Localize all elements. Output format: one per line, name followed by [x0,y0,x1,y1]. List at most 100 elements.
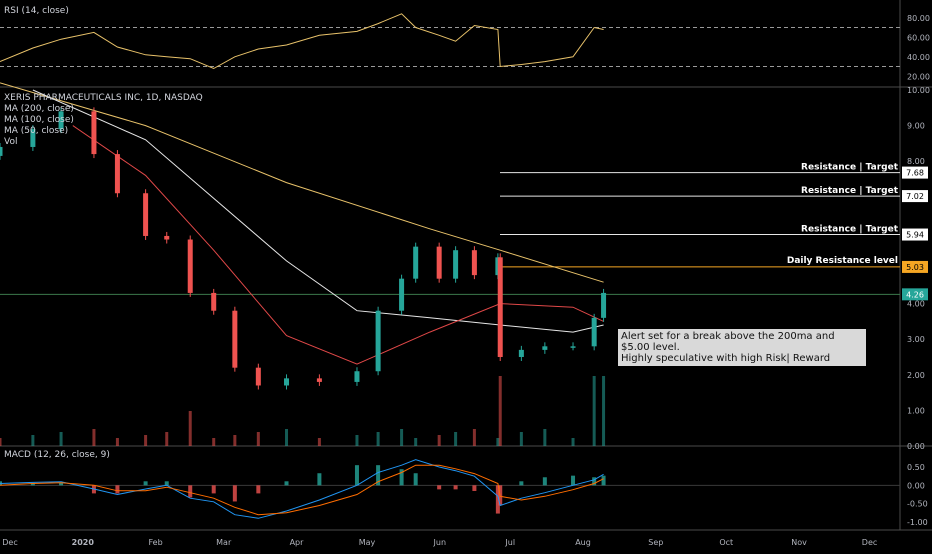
volume-bar [212,438,216,446]
price-tick-label: 0.00 [907,442,925,451]
candle-body [91,111,97,155]
macd-tick-label: 0.00 [907,481,925,490]
resistance-label: Resistance | Target [801,186,899,196]
time-tick-label: May [359,538,376,547]
price-tick-label: 3.00 [907,335,925,344]
macd-tick-label: -0.50 [907,500,928,509]
level-price-value: 7.02 [906,192,924,201]
macd-histogram-bar [453,485,458,490]
macd-histogram-bar [211,485,216,494]
candle-body [375,310,381,372]
indicator-ma50: MA (50, close) [4,126,69,136]
rsi-tick-label: 60.00 [907,33,930,42]
level-price-tag [902,228,928,241]
volume-bar [115,438,119,446]
time-tick-label: Dec [2,538,17,547]
time-tick-label: 2020 [72,538,95,547]
price-tick-label: 8.00 [907,157,925,166]
rsi-tick-label: 40.00 [907,53,930,62]
volume-bar [31,435,35,446]
candle-body [30,129,36,147]
candle-body [436,246,442,279]
candle-body [316,378,322,382]
volume-bar [92,429,96,446]
indicator-ma100: MA (100, close) [4,115,74,125]
volume-bar [472,429,476,446]
analysis-note: Alert set for a break above the 200ma an… [618,329,866,366]
candle-body [518,349,524,357]
time-tick-label: Dec [862,538,877,547]
time-tick-label: Jul [504,538,515,547]
candle-body [284,378,290,386]
candle-body [591,317,597,347]
candle-body [413,246,419,279]
ma200-line [0,82,604,283]
candle-body [399,278,405,311]
candle-body [164,235,170,240]
macd-histogram-bar [354,465,359,486]
candle-body [114,154,120,194]
volume-bar [285,429,289,446]
ma100-line [32,89,604,333]
volume-bar [233,435,237,446]
candle-body [0,146,3,156]
price-tick-label: 1.00 [907,406,925,415]
volume-bar [317,438,321,446]
symbol-title: XERIS PHARMACEUTICALS INC, 1D, NASDAQ [4,93,203,103]
volume-bar [414,438,418,446]
candle-body [471,250,477,276]
macd-histogram-bar [601,475,606,486]
macd-histogram-bar [115,485,120,494]
level-price-tag [902,190,928,203]
macd-histogram-bar [542,477,547,486]
candle-body [232,310,238,368]
candle-body [570,346,576,348]
macd-histogram-bar [592,477,597,486]
macd-histogram-bar [256,485,261,494]
candle-body [143,193,149,236]
macd-histogram-bar [164,481,169,486]
rsi-line [0,13,604,70]
candle-body [255,367,261,386]
note-line-1: Alert set for a break above the 200ma an… [621,331,835,353]
volume-bar [188,411,192,446]
macd-tick-label: 0.50 [907,463,925,472]
level-price-value: 5.94 [906,231,924,240]
resistance-label: Resistance | Target [801,163,899,173]
resistance-label: Resistance | Target [801,225,899,235]
price-tick-label: 2.00 [907,371,925,380]
macd-label: MACD (12, 26, close, 9) [4,450,110,460]
volume-bar [144,435,148,446]
volume-bar [498,376,502,446]
level-price-tag [902,166,928,179]
time-tick-label: Apr [290,538,305,547]
macd-histogram-bar [317,473,322,486]
volume-bar [59,432,63,446]
time-tick-label: Mar [216,538,232,547]
macd-histogram-bar [30,482,35,486]
time-tick-label: Sep [648,538,663,547]
last-price-tag [902,288,928,301]
candle-body [354,371,360,382]
volume-bar [256,432,260,446]
candle-body [601,292,607,318]
volume-bar [454,432,458,446]
volume-bar [165,432,169,446]
price-tick-label: 9.00 [907,122,925,131]
candle-body [58,111,64,130]
volume-bar [0,438,2,446]
price-tick-label: 10.00 [907,86,930,95]
candle-body [542,346,548,350]
volume-bar [400,429,404,446]
rsi-tick-label: 80.00 [907,14,930,23]
ma50-line [72,125,604,365]
volume-bar [571,438,575,446]
level-price-value: 5.03 [906,263,924,272]
macd-histogram-bar [284,481,289,486]
macd-histogram-bar [437,485,442,490]
macd-histogram-bar [571,475,576,486]
level-price-value: 7.68 [906,169,924,178]
candle-body [497,257,503,357]
macd-histogram-bar [413,473,418,486]
